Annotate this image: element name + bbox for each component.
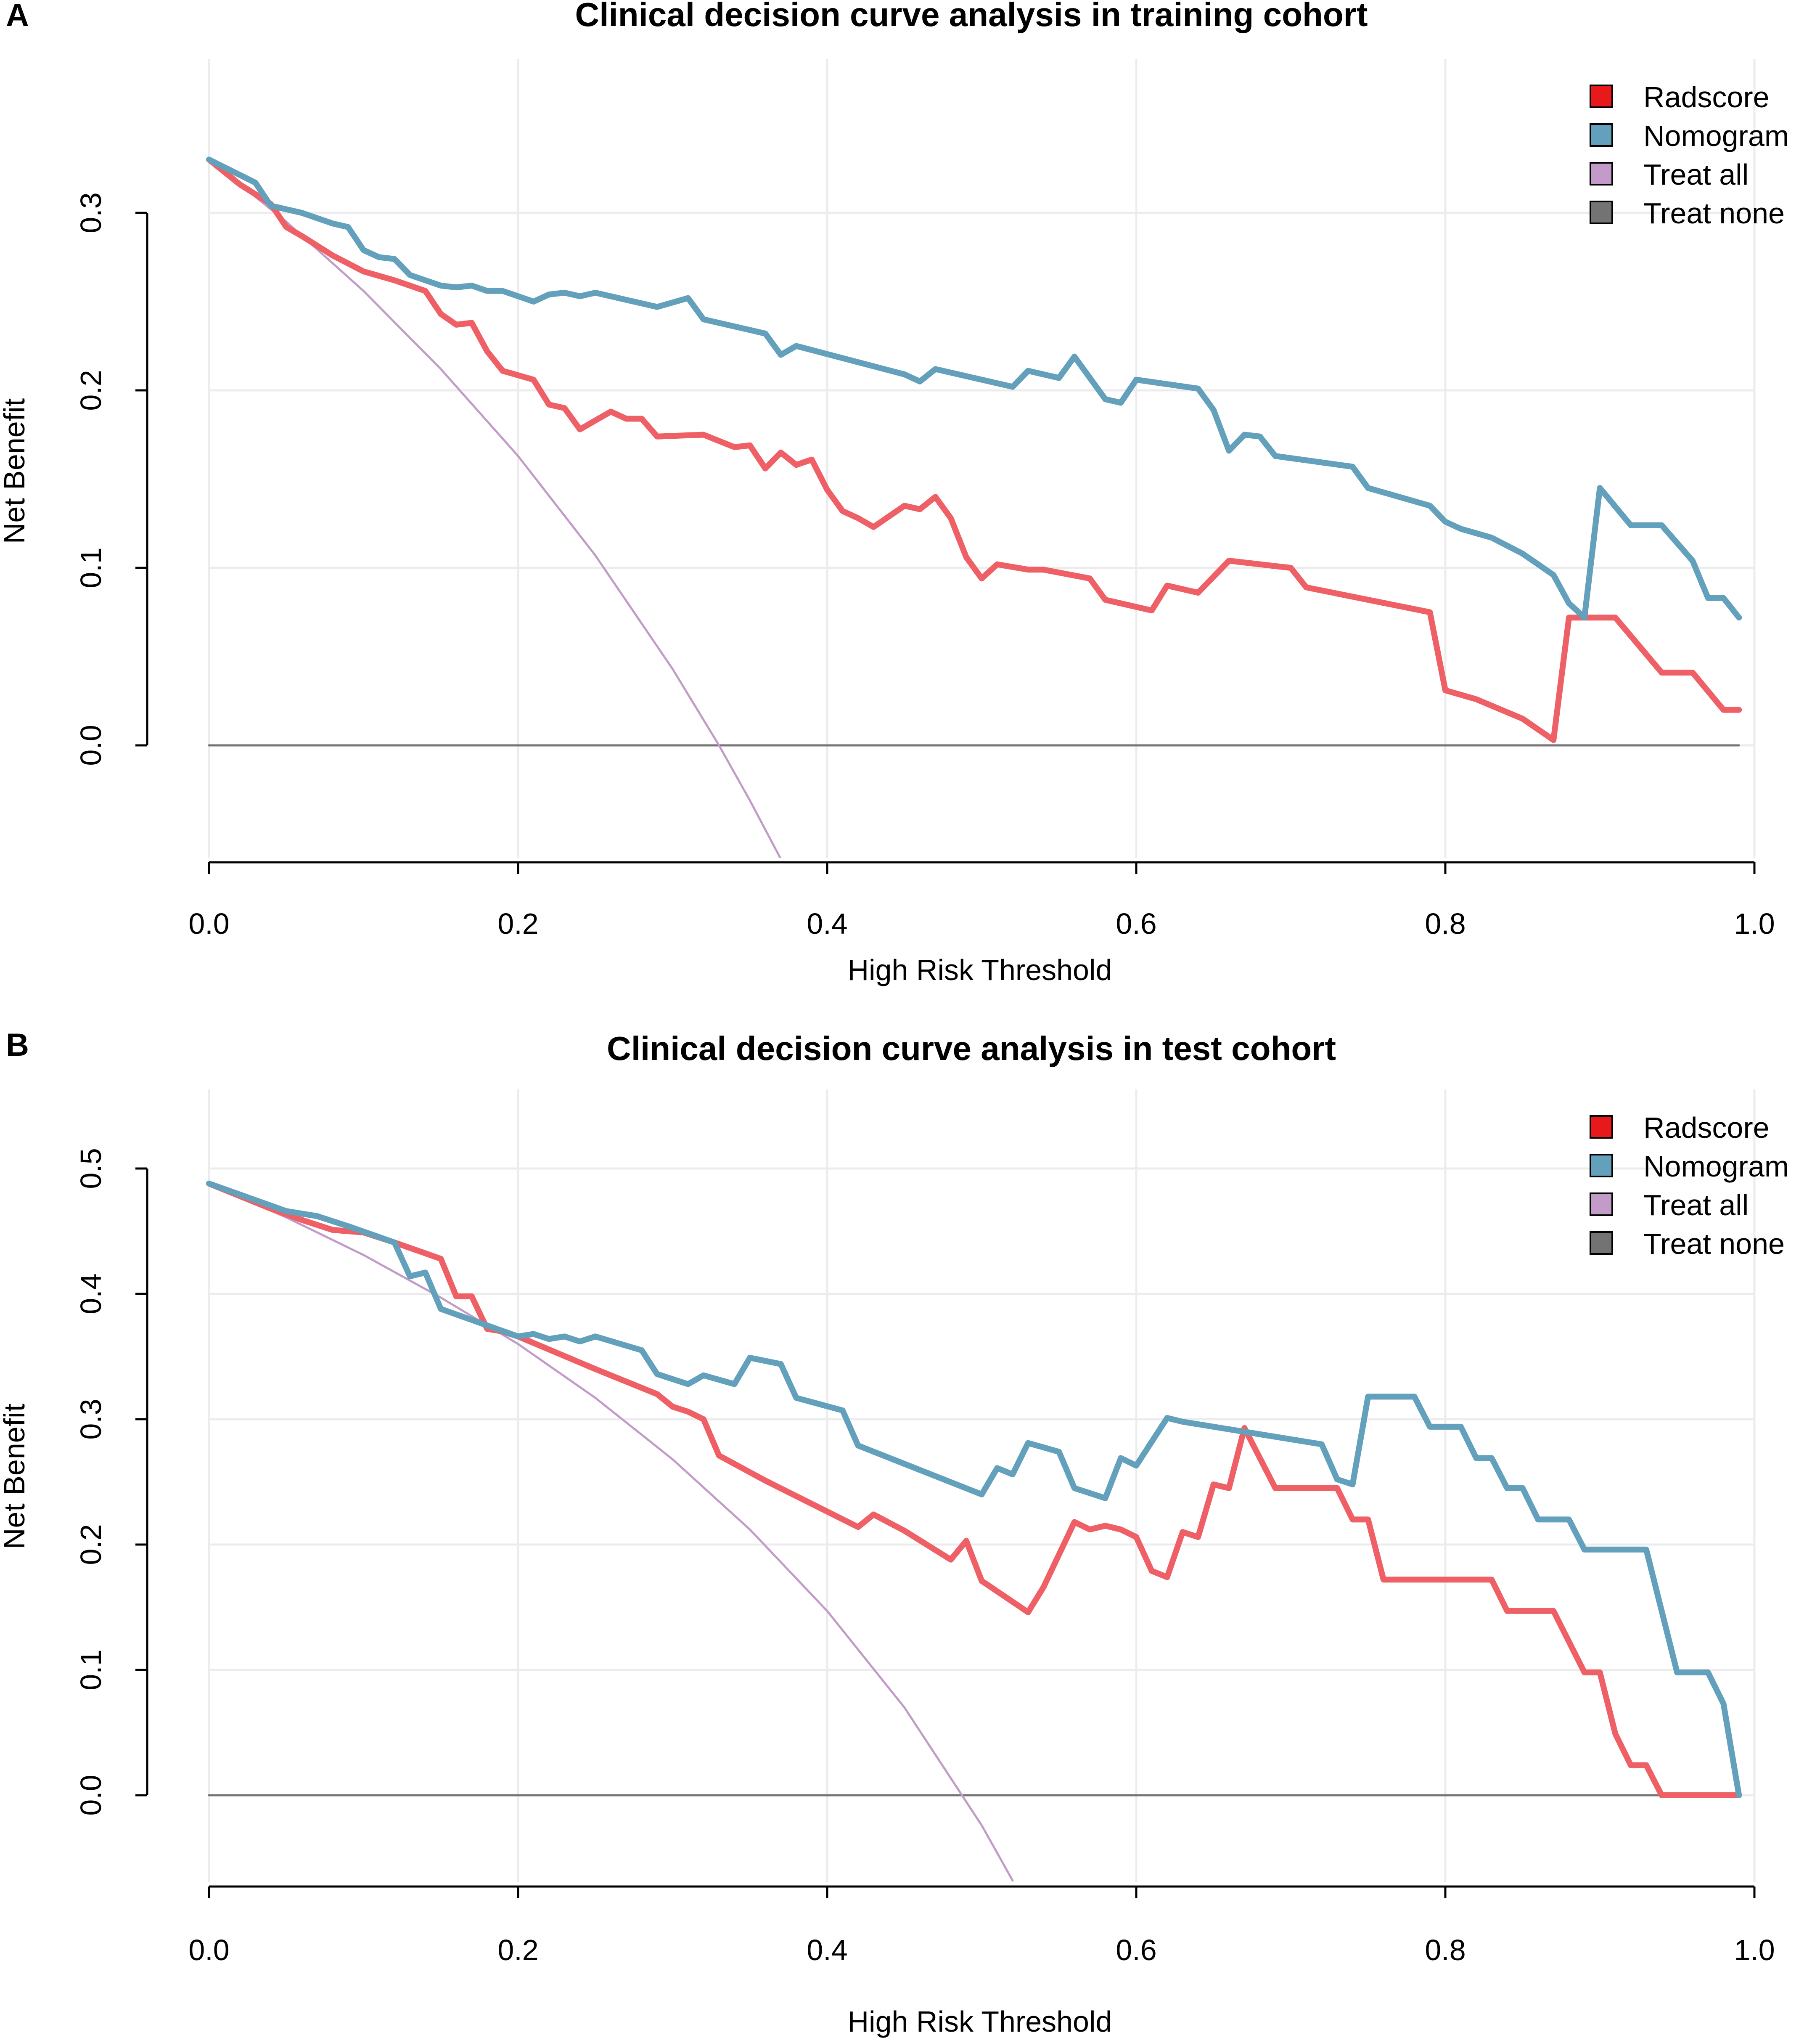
x-tick-label: 0.4 bbox=[807, 907, 847, 940]
x-tick-label: 0.0 bbox=[188, 1934, 229, 1966]
legend-label: Nomogram bbox=[1643, 1150, 1789, 1183]
x-tick-label: 0.8 bbox=[1425, 907, 1466, 940]
legend-label: Nomogram bbox=[1643, 119, 1789, 152]
legend-label: Radscore bbox=[1643, 1111, 1770, 1144]
x-tick-label: 0.8 bbox=[1425, 1934, 1466, 1966]
legend-swatch-treat-all bbox=[1590, 1192, 1613, 1216]
y-tick-label: 0.1 bbox=[74, 547, 107, 588]
panel-label: A bbox=[6, 0, 29, 33]
legend: Radscore Nomogram Treat all Treat none bbox=[1590, 81, 1789, 230]
chart-title: Clinical decision curve analysis in test… bbox=[607, 1030, 1336, 1067]
series-line-radscore bbox=[206, 156, 1742, 743]
series-line-nomogram bbox=[206, 1180, 1742, 1798]
legend-swatch-treat-none bbox=[1590, 1231, 1613, 1255]
panel-label: B bbox=[6, 1027, 29, 1063]
x-tick-label: 0.4 bbox=[807, 1934, 847, 1966]
legend-swatch-radscore bbox=[1590, 1115, 1613, 1139]
y-tick-label: 0.3 bbox=[74, 192, 107, 233]
legend-label: Treat all bbox=[1643, 1189, 1749, 1222]
series-line-treat-all bbox=[208, 1182, 1014, 1882]
x-tick-label: 1.0 bbox=[1734, 907, 1775, 940]
chart-panel-b: B Clinical decision curve analysis in tes… bbox=[0, 1027, 1789, 2038]
y-tick-label: 0.5 bbox=[74, 1148, 107, 1189]
legend-swatch-radscore bbox=[1590, 85, 1613, 108]
y-tick-label: 0.2 bbox=[74, 370, 107, 411]
x-tick-label: 0.2 bbox=[497, 1934, 538, 1966]
x-axis-label: High Risk Threshold bbox=[848, 954, 1112, 986]
legend: Radscore Nomogram Treat all Treat none bbox=[1590, 1111, 1789, 1260]
y-axis-label: Net Benefit bbox=[0, 1404, 31, 1549]
series-line-treat-all bbox=[208, 158, 782, 858]
x-axis-label: High Risk Threshold bbox=[848, 2005, 1112, 2038]
plot-area bbox=[206, 156, 1742, 858]
y-tick-label: 0.3 bbox=[74, 1399, 107, 1439]
x-tick-label: 0.6 bbox=[1116, 1934, 1156, 1966]
legend-label: Treat none bbox=[1643, 197, 1785, 230]
legend-label: Treat all bbox=[1643, 158, 1749, 191]
x-tick-label: 0.6 bbox=[1116, 907, 1156, 940]
plot-area bbox=[206, 1180, 1742, 1882]
y-tick-label: 0.1 bbox=[74, 1649, 107, 1690]
legend-swatch-nomogram bbox=[1590, 1154, 1613, 1177]
x-tick-label: 0.0 bbox=[188, 907, 229, 940]
y-tick-label: 0.0 bbox=[74, 725, 107, 766]
legend-label: Treat none bbox=[1643, 1227, 1785, 1260]
x-tick-label: 1.0 bbox=[1734, 1934, 1775, 1966]
legend-swatch-treat-none bbox=[1590, 201, 1613, 224]
y-tick-label: 0.4 bbox=[74, 1273, 107, 1314]
legend-swatch-treat-all bbox=[1590, 162, 1613, 185]
chart-title: Clinical decision curve analysis in trai… bbox=[575, 0, 1368, 33]
chart-panel-a: A Clinical decision curve analysis in tra… bbox=[0, 0, 1789, 986]
x-tick-label: 0.2 bbox=[497, 907, 538, 940]
y-tick-label: 0.2 bbox=[74, 1524, 107, 1565]
legend-label: Radscore bbox=[1643, 81, 1770, 114]
legend-swatch-nomogram bbox=[1590, 123, 1613, 147]
series-line-nomogram bbox=[206, 156, 1742, 621]
y-axis-label: Net Benefit bbox=[0, 398, 31, 544]
y-tick-label: 0.0 bbox=[74, 1775, 107, 1815]
